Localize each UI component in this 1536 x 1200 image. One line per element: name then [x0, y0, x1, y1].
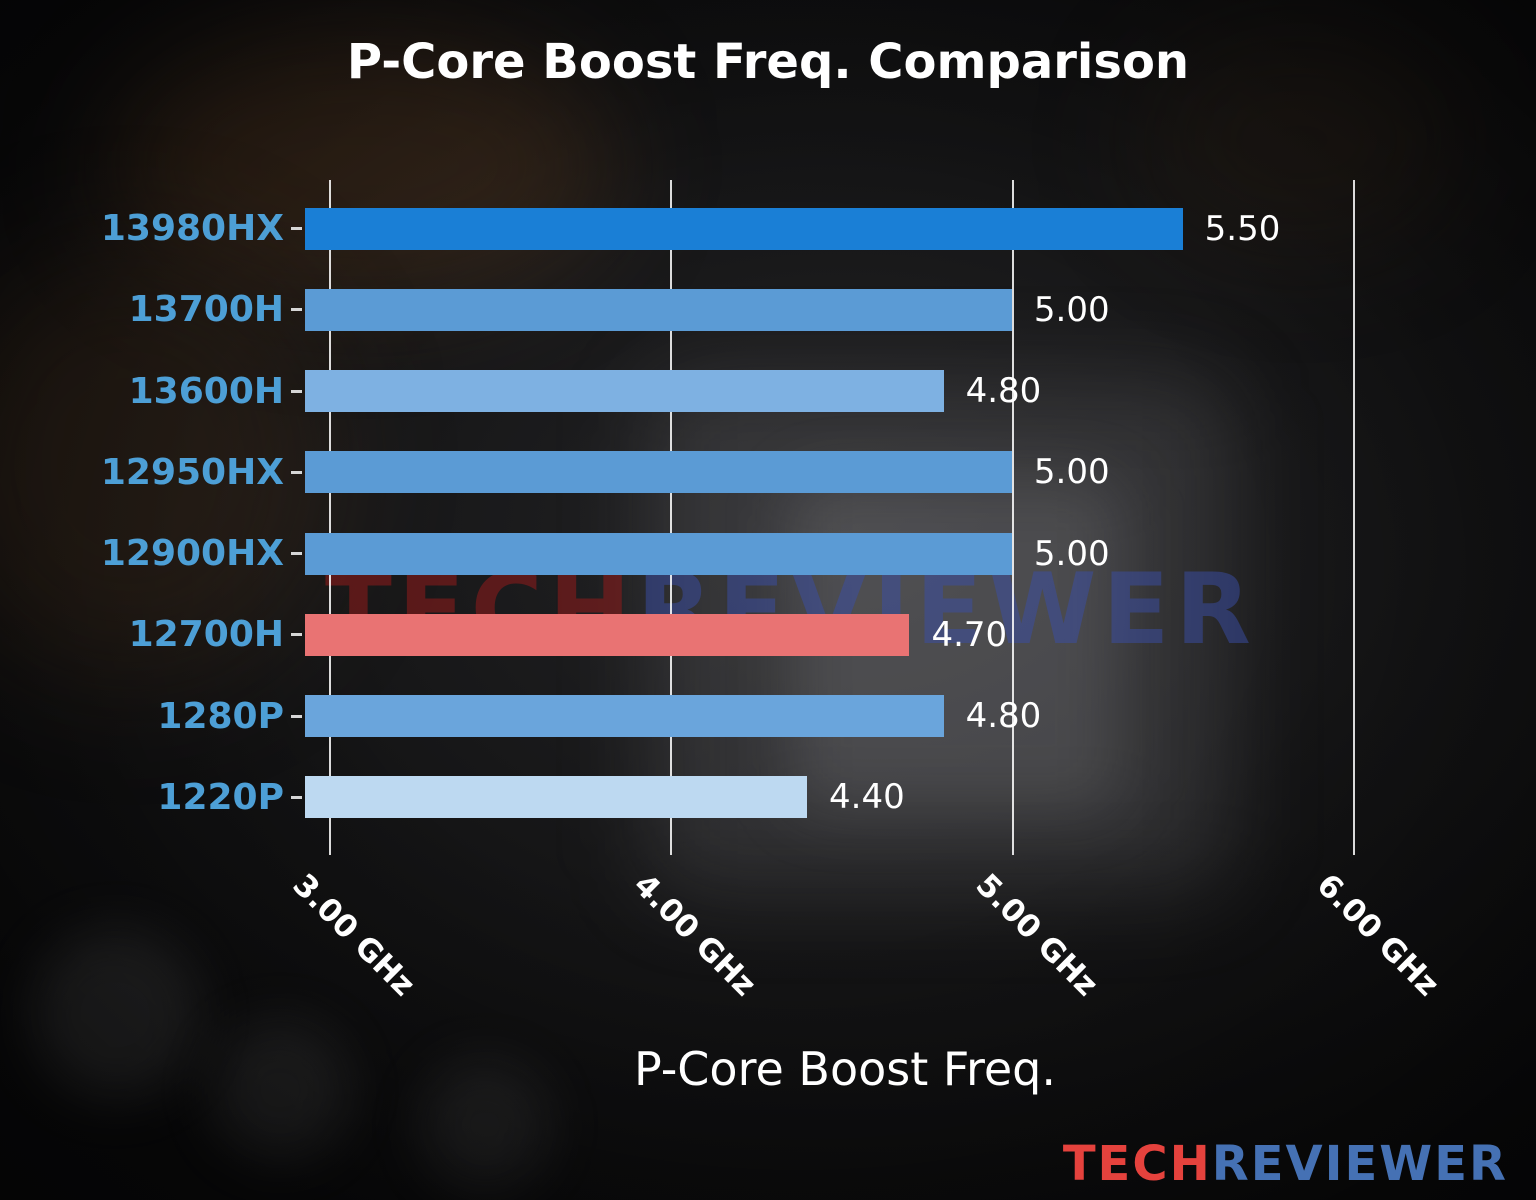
bar-value-label: 5.00 [1033, 452, 1110, 493]
category-label-text: 1280P [157, 695, 284, 737]
bar [305, 613, 910, 656]
brand-logo: TECHREVIEWER [1063, 1136, 1508, 1192]
category-label-text: 12900HX [100, 533, 284, 575]
bar [305, 370, 944, 413]
bar [305, 776, 807, 819]
x-tick-label: 6.00 GHz [1309, 867, 1447, 1004]
y-tick-mark [291, 389, 302, 393]
category-labels: 13980HX 13700H 13600H 12950HX 12900HX 12700H 1… [0, 188, 302, 838]
category-label-text: 12950HX [100, 451, 284, 493]
x-tick-label: 3.00 GHz [285, 867, 422, 1004]
bar-value-label: 5.00 [1033, 533, 1110, 574]
y-tick-mark [291, 308, 302, 312]
category-label: 13700H [0, 269, 302, 350]
plot-area: 5.50 5.00 4.80 5.00 5.00 4.70 4.80 4.40 [305, 180, 1490, 855]
x-axis-title: P-Core Boost Freq. [633, 1042, 1057, 1096]
category-label: 1280P [0, 676, 302, 757]
x-tick-labels: 3.00 GHz 4.00 GHz 5.00 GHz 6.00 GHz [285, 855, 1490, 1035]
bar-value-label: 4.80 [965, 696, 1042, 737]
category-label: 12700H [0, 594, 302, 675]
bar [305, 532, 1012, 575]
chart-title: P-Core Boost Freq. Comparison [346, 34, 1190, 90]
gridline [1353, 180, 1356, 855]
bar-value-label: 5.50 [1204, 208, 1281, 249]
bar-row: 4.80 [305, 676, 1490, 757]
gridline [1011, 180, 1014, 855]
category-label-text: 13980HX [100, 208, 284, 250]
bar-row: 4.80 [305, 351, 1490, 432]
x-tick-label: 5.00 GHz [968, 867, 1105, 1004]
bar-row: 5.00 [305, 269, 1490, 350]
category-label-text: 13700H [128, 289, 284, 331]
bar-row: 4.70 [305, 594, 1490, 675]
category-label: 1220P [0, 757, 302, 838]
category-label-text: 13600H [128, 370, 284, 412]
y-tick-mark [291, 633, 302, 637]
bar-row: 5.00 [305, 432, 1490, 513]
category-label-text: 1220P [157, 776, 284, 818]
bar-value-label: 4.80 [965, 371, 1042, 412]
y-tick-mark [291, 552, 302, 556]
decorative-blob [30, 930, 200, 1100]
category-label: 12950HX [0, 432, 302, 513]
gridline [328, 180, 331, 855]
bar-row: 5.00 [305, 513, 1490, 594]
logo-tech: TECH [1062, 1136, 1212, 1192]
category-label: 13980HX [0, 188, 302, 269]
y-tick-mark [291, 795, 302, 799]
bar-row: 4.40 [305, 757, 1490, 838]
bar-value-label: 4.70 [931, 614, 1008, 655]
category-label: 13600H [0, 351, 302, 432]
y-tick-mark [291, 714, 302, 718]
category-label-text: 12700H [128, 614, 284, 656]
x-tick-label: 4.00 GHz [626, 867, 764, 1004]
bar [305, 695, 944, 738]
bar-row: 5.50 [305, 188, 1490, 269]
bar [305, 288, 1012, 331]
bar [305, 451, 1012, 494]
bar-value-label: 5.00 [1033, 289, 1110, 330]
category-label: 12900HX [0, 513, 302, 594]
y-tick-mark [291, 227, 302, 231]
gridlines [305, 180, 1490, 855]
logo-reviewer: REVIEWER [1211, 1136, 1508, 1192]
bar-rows: 5.50 5.00 4.80 5.00 5.00 4.70 4.80 4.40 [305, 188, 1490, 838]
bar [305, 207, 1183, 250]
bar-value-label: 4.40 [829, 777, 905, 818]
gridline [670, 180, 673, 855]
y-tick-mark [291, 470, 302, 474]
